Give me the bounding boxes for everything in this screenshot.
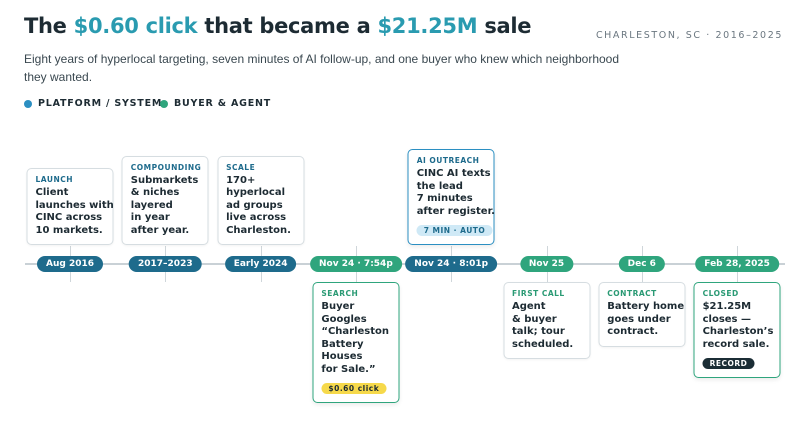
legend-item: PLATFORM / SYSTEM <box>24 98 162 109</box>
event-text: 170+ <box>226 174 256 186</box>
subtitle-line: Eight years of hyperlocal targeting, sev… <box>24 52 620 66</box>
title-part: $21.25M <box>377 14 478 38</box>
event-label: AI OUTREACH <box>416 156 480 165</box>
event-card: CLOSED $21.25M closes — Charleston’s record … <box>693 282 781 378</box>
event-text: hyperlocal <box>226 187 286 198</box>
title-part: that became a <box>197 14 378 38</box>
event-text: Buyer <box>321 301 355 312</box>
event-text: Client <box>35 187 69 198</box>
event-text: record sale. <box>702 338 770 350</box>
event-text: “Charleston <box>321 326 390 337</box>
event-card: SCALE 170+ hyperlocal ad groups live across C… <box>217 155 305 245</box>
event-text: talk; tour <box>512 326 565 337</box>
event-text: live across <box>226 212 287 223</box>
event-text: scheduled. <box>512 338 574 350</box>
event-text: Googles <box>321 313 367 325</box>
event-label: CLOSED <box>702 289 739 298</box>
event-label: FIRST CALL <box>512 289 565 298</box>
title-part: sale <box>477 14 532 38</box>
date-pill: Early 2024 <box>224 256 297 272</box>
legend-label: PLATFORM / SYSTEM <box>38 98 163 109</box>
subtitle: Eight years of hyperlocal targeting, sev… <box>24 50 619 86</box>
event-label: SEARCH <box>321 289 359 298</box>
legend-label: BUYER & AGENT <box>174 98 272 109</box>
event-text: in year <box>130 212 170 223</box>
event-text: closes — <box>702 313 751 325</box>
event-text: Agent <box>512 301 546 312</box>
date-pill: Nov 24 · 7:54p <box>310 256 402 272</box>
date-pill: Feb 28, 2025 <box>695 256 779 272</box>
date-pill: Nov 25 <box>519 256 574 272</box>
event-card: AI OUTREACH CINC AI texts the lead 7 minute… <box>407 149 495 245</box>
legend-item: BUYER & AGENT <box>160 98 271 109</box>
event-card: CONTRACT Battery home goes under contract. <box>598 282 686 347</box>
event-text: goes under <box>607 313 671 325</box>
legend-dot <box>160 99 168 108</box>
event-card: SEARCH Buyer Googles “Charleston Battery Hous… <box>312 282 400 403</box>
event-tag: $0.60 click <box>321 383 387 394</box>
event-text: $21.25M <box>702 301 752 312</box>
event-text: layered <box>130 199 173 211</box>
event-text: CINC AI texts <box>416 168 491 179</box>
event-tag: RECORD <box>702 358 755 369</box>
event-text: Battery home <box>607 301 685 312</box>
event-text: Houses <box>321 351 363 362</box>
event-label: SCALE <box>226 162 256 172</box>
event-text: for Sale.” <box>321 363 376 375</box>
title-part: $0.60 click <box>73 14 198 38</box>
date-pill: Aug 2016 <box>37 256 103 272</box>
event-label: COMPOUNDING <box>130 162 202 172</box>
event-tag: 7 MIN · AUTO <box>416 225 493 236</box>
title: The $0.60 click that became a $21.25M sa… <box>24 14 532 38</box>
event-text: contract. <box>607 326 659 337</box>
event-text: ad groups <box>226 199 283 211</box>
event-text: after year. <box>130 224 190 236</box>
event-text: & buyer <box>512 313 557 325</box>
event-text: CINC across <box>35 212 103 223</box>
legend-dot <box>24 99 32 108</box>
event-card: LAUNCH Client launches with CINC across 10 m… <box>26 168 114 245</box>
date-pill: Nov 24 · 8:01p <box>405 256 498 272</box>
event-text: Battery <box>321 338 364 350</box>
title-part: The <box>24 14 74 38</box>
event-label: LAUNCH <box>35 175 74 184</box>
event-text: the lead <box>416 180 463 192</box>
meta: CHARLESTON, SC · 2016–2025 <box>595 30 783 41</box>
event-text: Charleston. <box>226 224 291 236</box>
event-card: COMPOUNDING Submarkets & niches layered in y… <box>121 155 209 245</box>
event-label: CONTRACT <box>607 289 657 298</box>
event-text: Submarkets <box>130 174 199 186</box>
date-pill: Dec 6 <box>618 256 665 272</box>
subtitle-line: they wanted. <box>24 70 93 84</box>
event-text: launches with <box>35 199 114 211</box>
timeline-axis <box>25 263 785 265</box>
event-text: after register. <box>416 205 495 217</box>
event-card: FIRST CALL Agent & buyer talk; tour schedule… <box>503 282 590 359</box>
event-text: 7 minutes <box>416 193 473 204</box>
event-text: Charleston’s <box>702 326 774 337</box>
event-text: 10 markets. <box>35 224 103 236</box>
event-text: & niches <box>130 187 180 198</box>
date-pill: 2017–2023 <box>128 256 202 272</box>
